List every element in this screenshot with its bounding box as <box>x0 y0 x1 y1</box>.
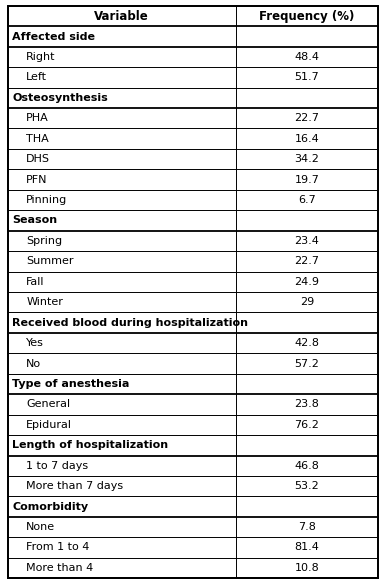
Text: 29: 29 <box>300 297 314 307</box>
Text: Spring: Spring <box>26 236 63 246</box>
Text: None: None <box>26 522 55 532</box>
Text: Frequency (%): Frequency (%) <box>259 9 355 23</box>
Text: Left: Left <box>26 72 47 82</box>
Text: 1 to 7 days: 1 to 7 days <box>26 461 88 471</box>
Text: 10.8: 10.8 <box>295 563 319 573</box>
Text: 22.7: 22.7 <box>295 113 320 123</box>
Text: 23.8: 23.8 <box>295 399 319 409</box>
Text: General: General <box>26 399 70 409</box>
Text: 34.2: 34.2 <box>295 154 319 164</box>
Text: Fall: Fall <box>26 277 45 287</box>
Text: Type of anesthesia: Type of anesthesia <box>12 379 130 389</box>
Text: From 1 to 4: From 1 to 4 <box>26 543 90 552</box>
Text: Right: Right <box>26 52 56 62</box>
Text: No: No <box>26 359 41 369</box>
Text: DHS: DHS <box>26 154 50 164</box>
Text: 22.7: 22.7 <box>295 256 320 266</box>
Text: 48.4: 48.4 <box>295 52 320 62</box>
Text: 19.7: 19.7 <box>295 175 319 185</box>
Text: THA: THA <box>26 134 49 144</box>
Text: Yes: Yes <box>26 338 44 348</box>
Text: 7.8: 7.8 <box>298 522 316 532</box>
Text: 76.2: 76.2 <box>295 420 319 430</box>
Text: 6.7: 6.7 <box>298 195 316 205</box>
Text: PFN: PFN <box>26 175 48 185</box>
Text: Osteosynthesis: Osteosynthesis <box>12 93 108 103</box>
Text: 16.4: 16.4 <box>295 134 319 144</box>
Text: Season: Season <box>12 215 57 225</box>
Text: Comorbidity: Comorbidity <box>12 502 88 512</box>
Text: Summer: Summer <box>26 256 74 266</box>
Text: 42.8: 42.8 <box>295 338 320 348</box>
Text: 46.8: 46.8 <box>295 461 319 471</box>
Text: Winter: Winter <box>26 297 63 307</box>
Text: PHA: PHA <box>26 113 49 123</box>
Text: 57.2: 57.2 <box>295 359 319 369</box>
Text: 23.4: 23.4 <box>295 236 319 246</box>
Text: Variable: Variable <box>94 9 149 23</box>
Text: Epidural: Epidural <box>26 420 72 430</box>
Text: 53.2: 53.2 <box>295 481 319 491</box>
Text: 51.7: 51.7 <box>295 72 319 82</box>
Text: Received blood during hospitalization: Received blood during hospitalization <box>12 318 248 328</box>
Text: 81.4: 81.4 <box>295 543 319 552</box>
Text: Length of hospitalization: Length of hospitalization <box>12 440 168 450</box>
Text: More than 4: More than 4 <box>26 563 93 573</box>
Text: More than 7 days: More than 7 days <box>26 481 124 491</box>
Text: 24.9: 24.9 <box>295 277 320 287</box>
Text: Pinning: Pinning <box>26 195 68 205</box>
Text: Affected side: Affected side <box>12 32 95 41</box>
